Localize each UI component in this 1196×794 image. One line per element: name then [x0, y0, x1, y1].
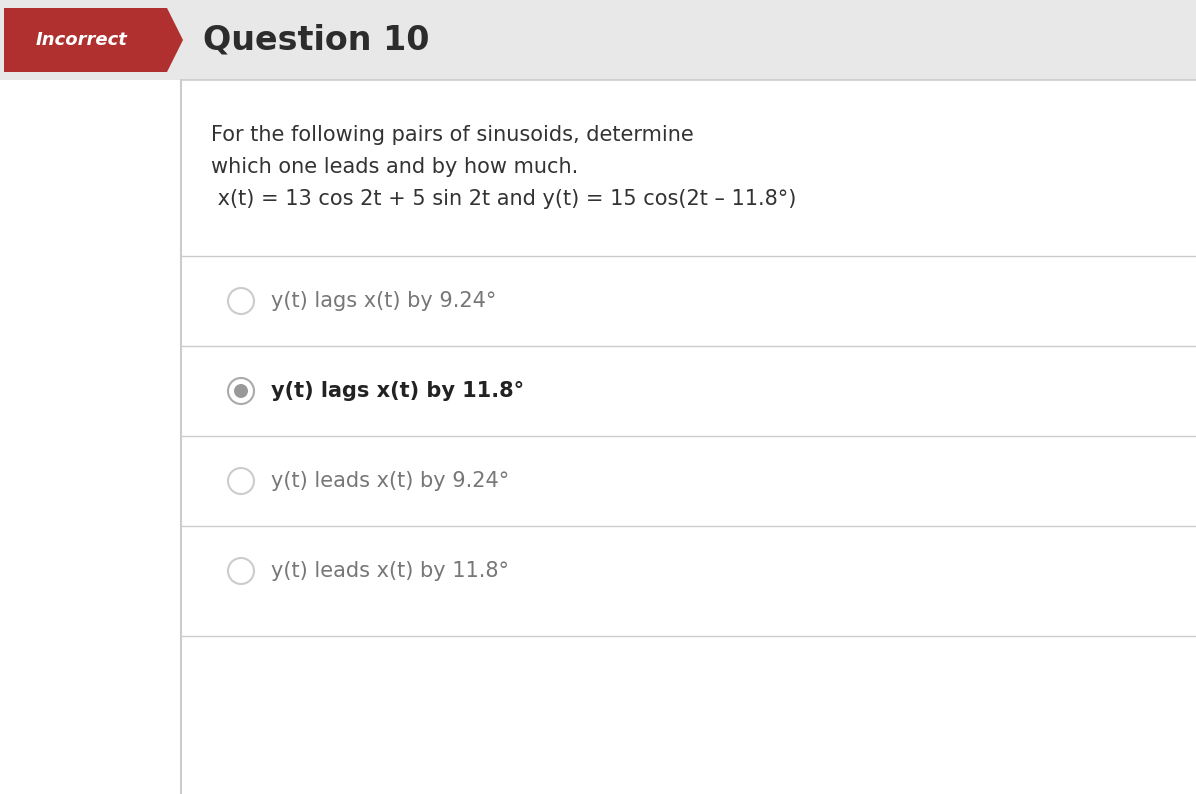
- Bar: [0, 80, 1196, 794]
- Polygon shape: [4, 8, 183, 72]
- Text: y(t) lags x(t) by 9.24°: y(t) lags x(t) by 9.24°: [271, 291, 496, 311]
- Text: y(t) lags x(t) by 11.8°: y(t) lags x(t) by 11.8°: [271, 381, 524, 401]
- Text: y(t) leads x(t) by 11.8°: y(t) leads x(t) by 11.8°: [271, 561, 509, 581]
- Text: y(t) leads x(t) by 9.24°: y(t) leads x(t) by 9.24°: [271, 471, 509, 491]
- Text: which one leads and by how much.: which one leads and by how much.: [210, 157, 578, 177]
- Text: Question 10: Question 10: [203, 24, 429, 56]
- Bar: [0, 0, 1196, 80]
- Text: Incorrect: Incorrect: [36, 31, 128, 49]
- Circle shape: [234, 384, 248, 398]
- Text: For the following pairs of sinusoids, determine: For the following pairs of sinusoids, de…: [210, 125, 694, 145]
- Text: x(t) = 13 cos 2t + 5 sin 2t and y(t) = 15 cos(2t – 11.8°): x(t) = 13 cos 2t + 5 sin 2t and y(t) = 1…: [210, 189, 797, 209]
